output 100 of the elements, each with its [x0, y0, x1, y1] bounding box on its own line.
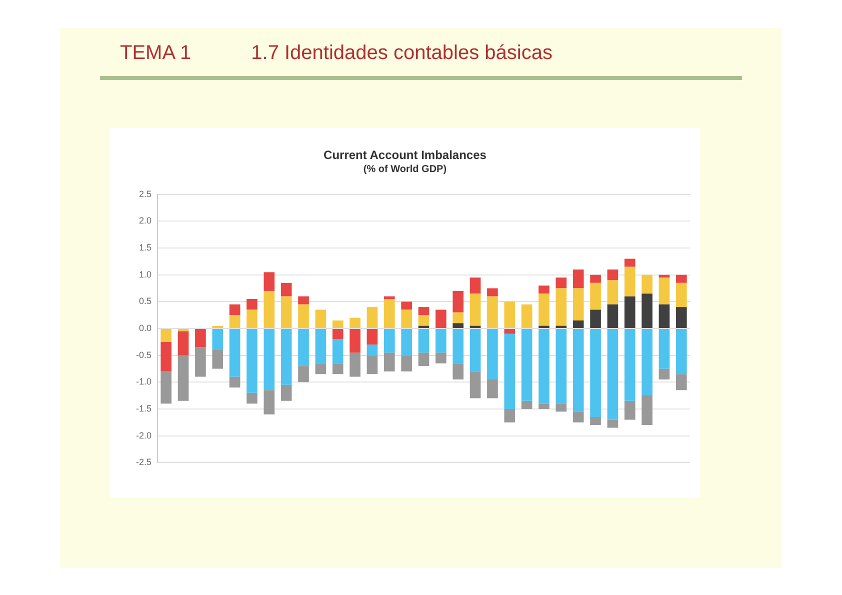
bar: [350, 318, 360, 328]
bar: [298, 329, 309, 366]
bar: [624, 258, 636, 267]
bar: [246, 299, 258, 310]
bar: [332, 339, 344, 364]
bar: [521, 400, 532, 409]
chart-subtitle: (% of World GDP): [362, 164, 448, 175]
bar: [332, 329, 344, 340]
bar: [452, 290, 464, 312]
bar: [607, 269, 618, 280]
bar: [642, 396, 652, 426]
bar: [504, 329, 516, 334]
bar: [607, 420, 618, 428]
bar: [366, 355, 378, 374]
bar: [487, 379, 498, 398]
bar: [298, 366, 309, 382]
chart-title: Current Account Imbalances: [322, 148, 488, 162]
bar: [195, 347, 206, 377]
bar: [229, 376, 240, 388]
bar: [229, 329, 240, 377]
bar: [350, 352, 360, 377]
bar: [538, 294, 550, 326]
bar: [470, 294, 481, 326]
bar: [280, 329, 292, 385]
bar: [436, 352, 446, 364]
bar: [384, 299, 395, 328]
bar: [315, 310, 326, 328]
bar: [332, 320, 344, 328]
bar: [624, 266, 636, 296]
bar: [178, 331, 189, 356]
bar: [280, 296, 292, 328]
bar: [401, 302, 412, 310]
bar: [658, 274, 670, 278]
bar: [538, 329, 550, 404]
bar: [658, 278, 670, 304]
y-tick-label: 1.5: [138, 242, 152, 253]
bar: [418, 315, 430, 326]
bar: [642, 294, 652, 328]
bar: [160, 342, 172, 372]
bar: [572, 329, 584, 412]
bar: [280, 384, 292, 401]
bar: [401, 310, 412, 328]
bar: [264, 390, 275, 414]
bar: [384, 329, 395, 353]
bar: [470, 329, 481, 372]
bar: [538, 286, 550, 294]
bar: [246, 392, 258, 404]
y-tick-label: -0.5: [136, 350, 152, 360]
bar: [556, 404, 567, 412]
bar: [418, 307, 430, 316]
bar: [676, 307, 687, 328]
bar: [487, 329, 498, 380]
bar: [521, 304, 532, 328]
bar: [366, 307, 378, 328]
y-tick-label: 0.0: [138, 322, 152, 333]
bar: [572, 288, 584, 320]
bar: [538, 404, 550, 409]
bar: [676, 374, 687, 390]
bar: [195, 329, 206, 348]
bar: [452, 323, 464, 328]
bar: [246, 329, 258, 393]
bar: [658, 304, 670, 328]
bar: [607, 304, 618, 328]
bar: [521, 329, 532, 401]
bar: [590, 274, 601, 283]
bar: [504, 334, 516, 409]
bar: [572, 269, 584, 288]
bar: [418, 329, 430, 353]
bar: [504, 408, 516, 422]
y-tick-label: 0.5: [138, 296, 152, 306]
y-tick-label: -2.5: [136, 457, 152, 468]
bar: [590, 417, 601, 426]
text: TEMA 1: [120, 42, 192, 65]
bar: [246, 310, 258, 328]
bar: [229, 304, 240, 316]
bar: [590, 329, 601, 418]
bar: [504, 302, 516, 328]
bar: [642, 274, 652, 294]
bar: [607, 280, 618, 304]
bar: [401, 329, 412, 356]
bar: [315, 329, 326, 364]
bar: [658, 329, 670, 369]
bar: [556, 278, 567, 288]
bar: [401, 355, 412, 372]
y-tick-label: -1.0: [136, 376, 152, 387]
bar: [366, 329, 378, 345]
bar: [676, 329, 687, 374]
y-tick-label: 2.5: [138, 188, 152, 199]
bar: [178, 355, 189, 401]
bar: [264, 329, 275, 390]
bar: [572, 412, 584, 422]
bar: [418, 352, 430, 366]
bar: [487, 288, 498, 296]
bar: [280, 282, 292, 296]
bar: [452, 363, 464, 380]
bar: [556, 288, 567, 326]
bar: [384, 296, 395, 299]
bar: [572, 320, 584, 328]
bar: [607, 329, 618, 420]
bar: [264, 272, 275, 291]
